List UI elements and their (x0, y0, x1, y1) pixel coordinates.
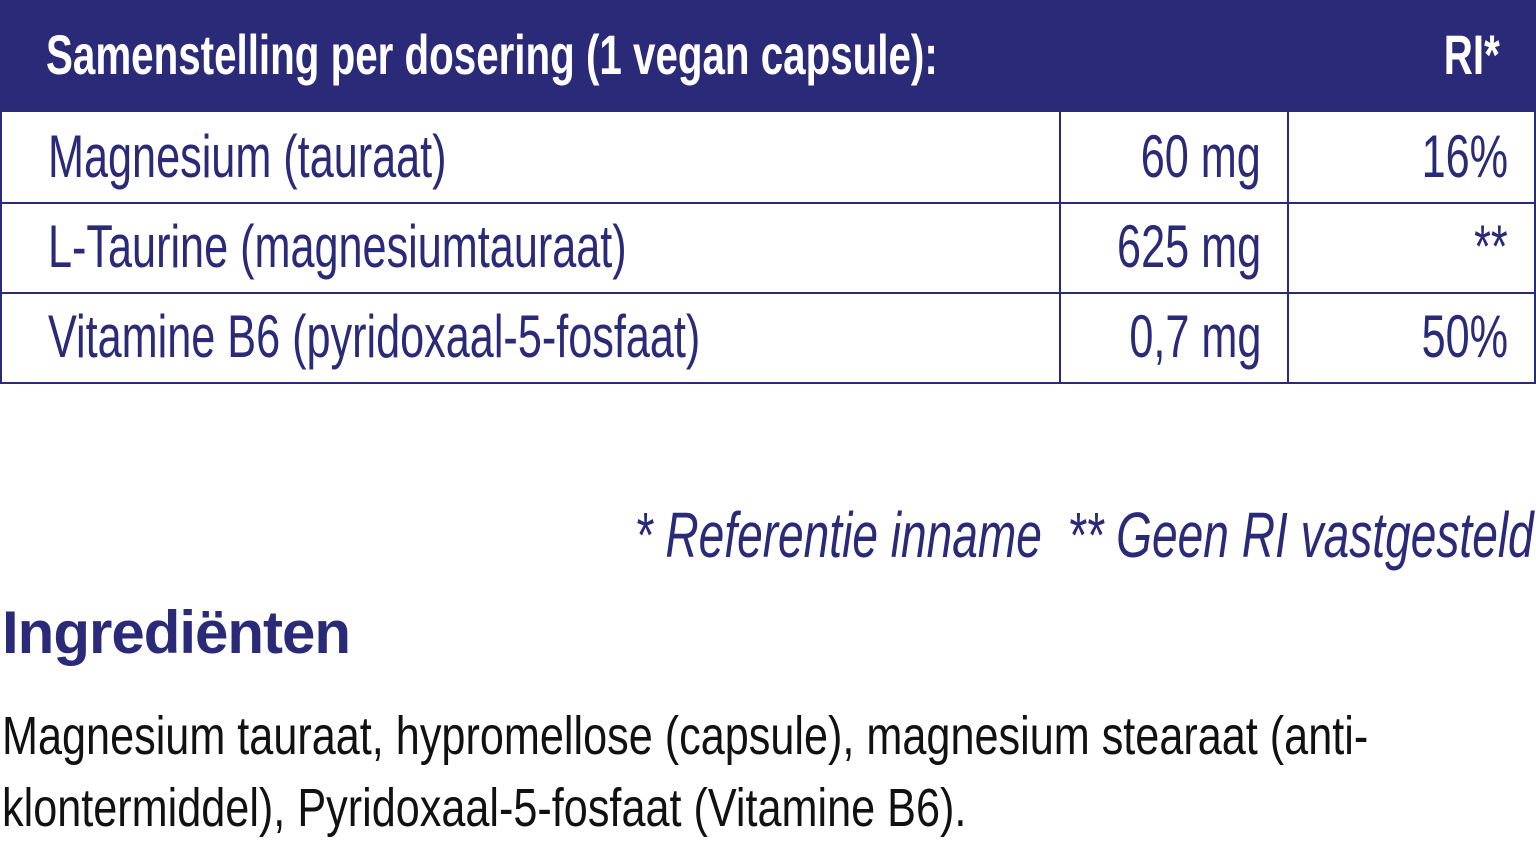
ingredient-cell: Vitamine B6 (pyridoxaal-5-fosfaat) (48, 292, 954, 382)
ingredient-cell: Magnesium (tauraat) (48, 112, 602, 202)
footnote: * Referentie inname ** Geen RI vastgeste… (634, 499, 1534, 571)
header-ri-wrap: RI* (1422, 22, 1500, 87)
ri-value: 50% (1421, 303, 1508, 370)
ingredients-line-2: klontermiddel), Pyridoxaal-5-fosfaat (Vi… (2, 778, 967, 838)
amount-cell: 0,7 mg (1059, 292, 1289, 382)
ri-value: 16% (1421, 123, 1508, 190)
table-row: Vitamine B6 (pyridoxaal-5-fosfaat) 0,7 m… (0, 292, 1536, 384)
amount-value: 0,7 mg (1128, 303, 1261, 370)
table-row: Magnesium (tauraat) 60 mg 16% (0, 112, 1536, 204)
ingredients-text: Magnesium tauraat, hypromellose (capsule… (2, 700, 1536, 844)
amount-value: 625 mg (1116, 213, 1261, 280)
amount-value: 60 mg (1140, 123, 1261, 190)
ingredients-heading: Ingrediënten (2, 599, 351, 666)
footnote-wrap: * Referentie inname ** Geen RI vastgeste… (285, 498, 1534, 572)
ri-value: ** (1474, 213, 1508, 280)
header-title: Samenstelling per dosering (1 vegan caps… (46, 23, 938, 86)
ingredient-name: Vitamine B6 (pyridoxaal-5-fosfaat) (48, 303, 701, 370)
header-ri: RI* (1443, 23, 1500, 86)
ri-cell: 50% (1287, 292, 1534, 382)
ingredient-name: Magnesium (tauraat) (48, 123, 447, 190)
header-title-wrap: Samenstelling per dosering (1 vegan caps… (46, 22, 1285, 87)
table-header: Samenstelling per dosering (1 vegan caps… (0, 0, 1536, 112)
ri-cell: ** (1287, 202, 1534, 292)
amount-cell: 60 mg (1059, 112, 1289, 202)
ingredients-line-1: Magnesium tauraat, hypromellose (capsule… (2, 706, 1369, 766)
ingredient-cell: L-Taurine (magnesiumtauraat) (48, 202, 852, 292)
ingredient-name: L-Taurine (magnesiumtauraat) (48, 213, 627, 280)
amount-cell: 625 mg (1059, 202, 1289, 292)
table-row: L-Taurine (magnesiumtauraat) 625 mg ** (0, 202, 1536, 294)
ri-cell: 16% (1287, 112, 1534, 202)
